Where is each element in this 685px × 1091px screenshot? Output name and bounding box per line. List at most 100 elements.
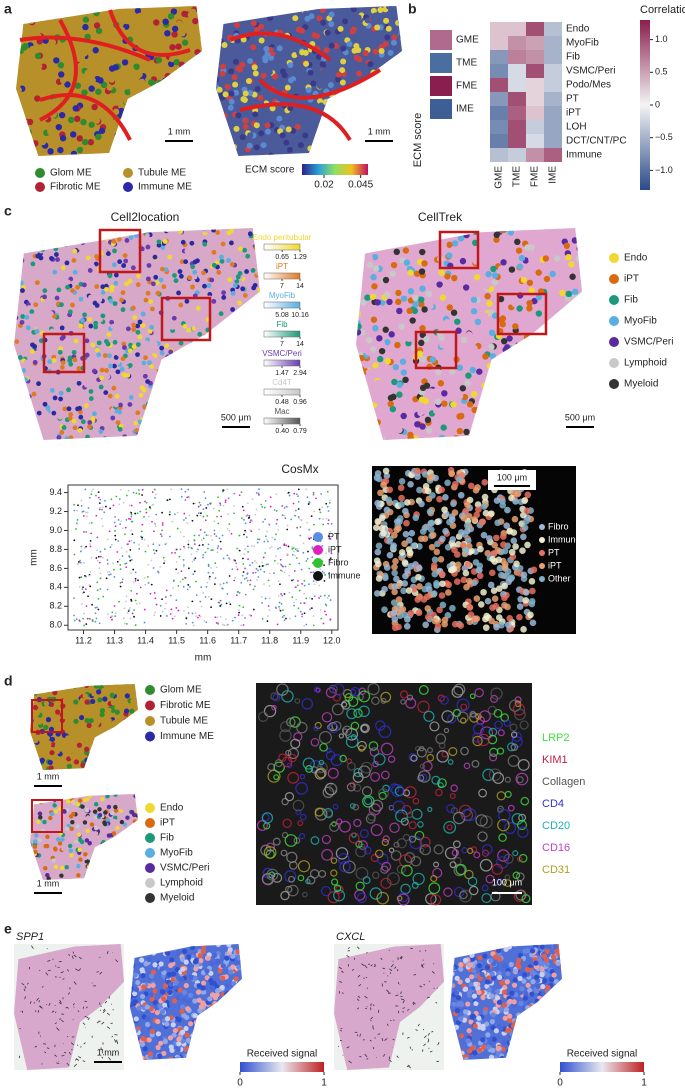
cell-dot	[251, 498, 254, 501]
tissue-spot	[567, 388, 574, 395]
tissue-spot	[222, 372, 228, 378]
cell-dot	[329, 559, 332, 562]
tissue-spot	[245, 78, 252, 85]
cell-dot	[249, 521, 252, 524]
tissue-spot	[378, 80, 385, 87]
tissue-spot	[33, 420, 39, 426]
tissue-spot	[226, 391, 232, 396]
cell-dot	[430, 590, 438, 597]
cell-dot	[299, 602, 302, 605]
tissue-spot	[253, 144, 260, 151]
tissue-spot	[53, 57, 60, 64]
tissue-spot	[135, 18, 143, 25]
tissue-spot	[271, 8, 278, 15]
tissue-spot	[110, 723, 117, 729]
tissue-spot	[247, 8, 254, 15]
tissue-spot	[492, 359, 500, 367]
cell-dot	[217, 545, 220, 548]
tissue-spot	[578, 389, 582, 396]
tissue-spot	[138, 78, 146, 86]
tissue-spot	[528, 404, 535, 411]
tissue-spot	[369, 293, 377, 300]
tissue-spot	[123, 98, 130, 105]
cell-dot	[219, 615, 222, 618]
tissue-spot	[52, 261, 57, 267]
tissue-spot	[137, 334, 143, 340]
tissue-spot	[244, 394, 250, 400]
cell-dot	[246, 502, 249, 505]
cell-dot	[302, 551, 305, 554]
tissue-spot	[21, 368, 27, 373]
cell-dot	[227, 513, 230, 515]
cell-dot	[131, 533, 134, 536]
tissue-spot	[23, 420, 29, 426]
tissue-spot	[515, 370, 522, 377]
tissue-spot	[72, 800, 77, 806]
y-tick-label: 9.4	[49, 487, 62, 497]
tissue-spot	[49, 328, 55, 334]
tissue-spot	[239, 134, 246, 141]
cell-dot	[460, 514, 468, 522]
cell-dot	[245, 536, 248, 539]
tissue-spot	[352, 90, 359, 97]
tissue-spot	[117, 71, 124, 79]
tissue-spot	[94, 802, 99, 807]
tissue-spot	[253, 391, 258, 396]
cell-dot	[392, 557, 399, 565]
cell-dot	[260, 503, 263, 506]
cell-dot	[99, 577, 102, 580]
tissue-spot	[34, 764, 40, 770]
legend-label: Immune ME	[138, 182, 192, 193]
tissue-spot	[70, 288, 75, 294]
legend-label: Fibro	[328, 557, 349, 567]
cell-dot	[261, 506, 264, 508]
tissue-spot	[30, 841, 33, 847]
cell-dot	[125, 518, 128, 521]
tissue-spot	[16, 139, 24, 147]
tissue-spot	[21, 345, 27, 351]
panel-label: e	[4, 921, 12, 937]
mini-colorbar-tick-label: 0.48	[275, 399, 289, 406]
tissue-spot	[107, 731, 113, 737]
cell-dot	[243, 553, 246, 556]
cell-dot	[310, 607, 313, 610]
tissue-spot	[124, 281, 129, 287]
tissue-spot	[463, 428, 470, 436]
tissue-spot	[72, 269, 78, 275]
cell-dot	[501, 563, 509, 571]
tissue-spot	[368, 243, 375, 251]
tissue-spot	[141, 360, 147, 366]
cell-dot	[374, 499, 381, 507]
flow-arrow	[52, 958, 54, 960]
tissue-spot	[136, 97, 143, 105]
cell-dot	[138, 548, 141, 550]
cell-dot	[97, 608, 100, 611]
x-tick-label: 11.5	[168, 635, 185, 645]
cell-dot	[224, 499, 227, 502]
tissue-spot	[412, 294, 419, 302]
tissue-spot	[70, 150, 78, 156]
tissue-spot	[58, 396, 63, 402]
tissue-spot	[61, 684, 67, 689]
tissue-spot	[535, 294, 543, 301]
cell-dot	[529, 619, 537, 627]
cell-dot	[327, 572, 330, 575]
cell-dot	[303, 602, 306, 605]
tissue-spot	[120, 147, 128, 155]
tissue-spot	[41, 410, 47, 416]
tissue-spot	[98, 747, 104, 753]
cell-dot	[125, 566, 128, 569]
tissue-spot	[30, 756, 36, 762]
tissue-spot	[178, 302, 184, 308]
tissue-spot	[138, 392, 144, 398]
mini-colorbar-title: VSMC/Peri	[262, 349, 302, 358]
cell-dot	[90, 556, 93, 559]
cell-dot	[267, 540, 269, 543]
tissue-spot	[43, 57, 50, 65]
cell-dot	[242, 624, 245, 626]
cell-dot	[299, 526, 302, 528]
cell-dot	[262, 520, 264, 523]
cell-dot	[482, 624, 490, 631]
cell-dot	[154, 493, 157, 496]
tissue-spot	[33, 433, 39, 439]
